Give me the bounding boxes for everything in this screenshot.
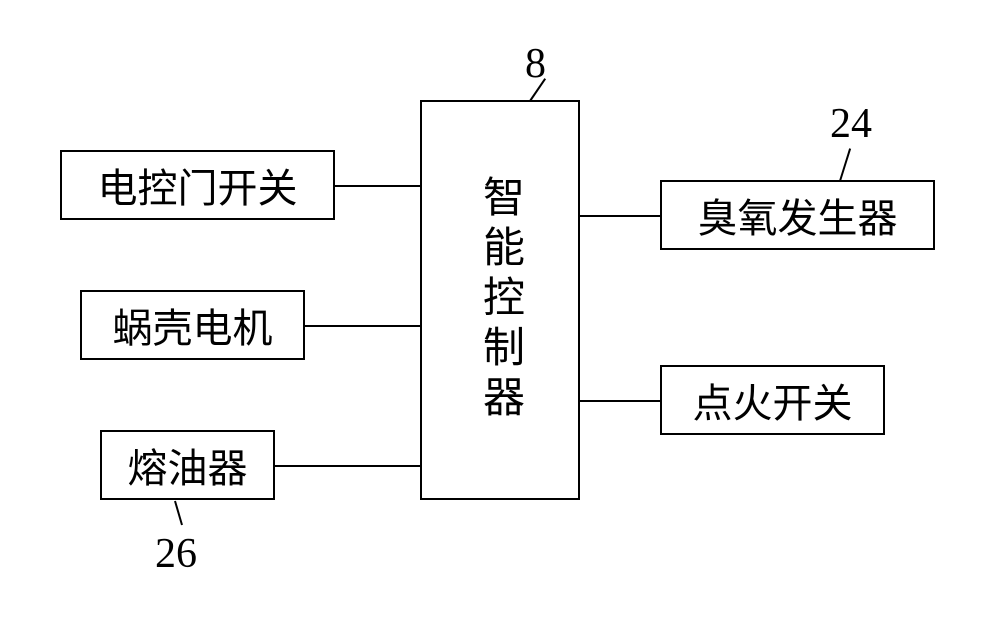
center-controller-text: 智能控制器 <box>470 175 531 425</box>
left-box-motor-text: 蜗壳电机 <box>113 296 273 354</box>
right-box-ozone-generator-text: 臭氧发生器 <box>698 186 898 244</box>
center-controller-box: 智能控制器 <box>420 100 580 500</box>
connector-left-1 <box>305 325 420 327</box>
right-box-ignition-switch: 点火开关 <box>660 365 885 435</box>
connector-left-2 <box>275 465 420 467</box>
left-box-door-switch-text: 电控门开关 <box>98 156 298 214</box>
connector-right-1 <box>580 400 660 402</box>
callout-line-26 <box>174 501 183 526</box>
left-box-oil-melter-text: 熔油器 <box>128 436 248 494</box>
left-box-oil-melter: 熔油器 <box>100 430 275 500</box>
left-box-motor: 蜗壳电机 <box>80 290 305 360</box>
connector-left-0 <box>335 185 420 187</box>
left-box-door-switch: 电控门开关 <box>60 150 335 220</box>
connector-right-0 <box>580 215 660 217</box>
right-label-24: 24 <box>830 100 872 148</box>
left-label-26: 26 <box>155 530 197 578</box>
right-box-ignition-switch-text: 点火开关 <box>693 371 853 429</box>
callout-line-24 <box>839 149 851 182</box>
right-box-ozone-generator: 臭氧发生器 <box>660 180 935 250</box>
